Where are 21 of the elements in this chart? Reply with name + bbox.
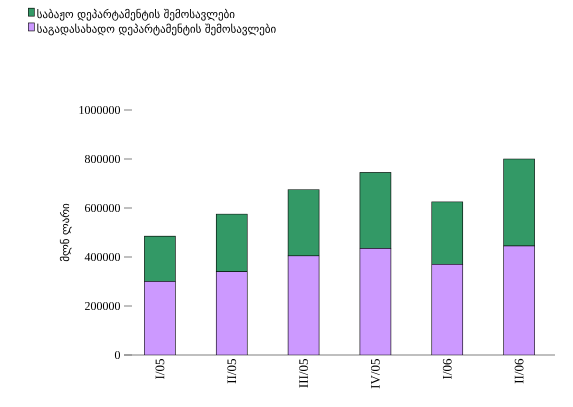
bar — [216, 272, 248, 355]
bar — [288, 256, 320, 355]
bar — [360, 248, 391, 355]
y-axis-title: მლნ ლარი — [60, 204, 72, 262]
y-tick-label: 800000 — [84, 154, 120, 164]
x-tick-label: II/05 — [227, 359, 236, 384]
y-tick-label: 200000 — [85, 302, 120, 310]
y-tick-label: 1000000 — [80, 106, 120, 114]
x-tick-label: I/05 — [156, 359, 164, 380]
x-tick-label: II/06 — [514, 358, 524, 384]
y-tick-label: 600000 — [84, 204, 120, 212]
y-tick-label: 400000 — [84, 252, 120, 262]
legend-label: საბაჟო დეპარტამენტის შემოსავლები — [37, 8, 234, 21]
bar — [503, 246, 535, 355]
legend-label: საგადასახადო დეპარტამენტის შემოსავლები — [37, 24, 276, 36]
bar — [144, 282, 176, 355]
x-tick-label: III/05 — [299, 359, 308, 388]
x-tick-label: I/06 — [442, 358, 452, 380]
x-tick-label: IV/05 — [371, 359, 380, 388]
y-tick-label: 0 — [114, 350, 120, 360]
bar — [432, 264, 463, 355]
